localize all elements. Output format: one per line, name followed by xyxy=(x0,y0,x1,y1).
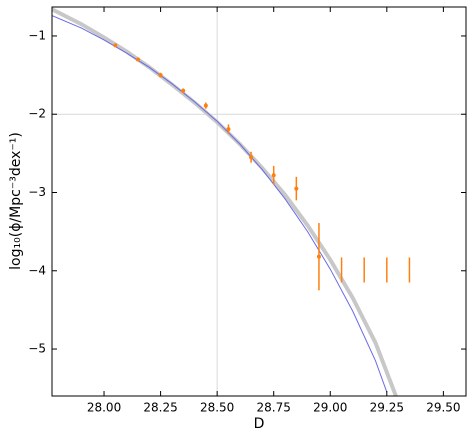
data-point xyxy=(203,103,208,108)
y-tick-label: −4 xyxy=(28,263,46,277)
y-tick-label: −1 xyxy=(28,28,46,42)
x-tick-label: 29.50 xyxy=(426,401,460,415)
y-tick-label: −3 xyxy=(28,185,46,199)
y-axis-title: log₁₀(ϕ/Mpc⁻³dex⁻¹) xyxy=(8,132,24,270)
y-tick-label: −2 xyxy=(28,107,46,121)
x-tick-label: 28.75 xyxy=(257,401,291,415)
data-point xyxy=(294,186,299,191)
data-point xyxy=(249,155,254,160)
data-point xyxy=(316,254,321,259)
data-point xyxy=(226,127,231,132)
data-point xyxy=(158,73,163,78)
x-tick-label: 28.50 xyxy=(200,401,234,415)
x-tick-label: 28.25 xyxy=(143,401,177,415)
y-tick-label: −5 xyxy=(28,342,46,356)
data-point xyxy=(271,173,276,178)
data-point xyxy=(181,88,186,93)
x-tick-label: 28.00 xyxy=(87,401,121,415)
x-tick-label: 29.25 xyxy=(370,401,404,415)
data-point xyxy=(135,57,140,62)
data-point xyxy=(113,43,118,48)
model-curve xyxy=(52,15,388,393)
plot-frame xyxy=(51,6,467,397)
x-axis-title: D xyxy=(254,416,265,432)
x-tick-label: 29.00 xyxy=(313,401,347,415)
model-curve xyxy=(52,7,398,396)
